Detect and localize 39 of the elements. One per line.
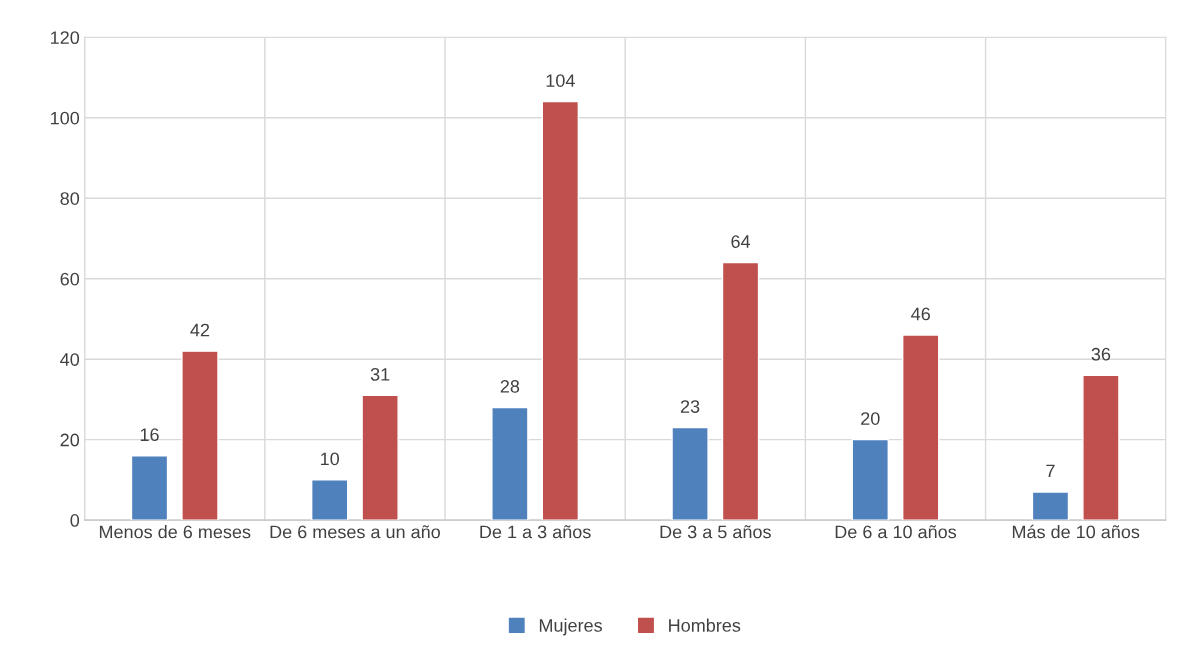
bar xyxy=(721,261,760,521)
x-tick-label: De 3 a 5 años xyxy=(660,525,771,539)
x-tick-label: De 6 meses a un año xyxy=(270,525,440,539)
data-label: 20 xyxy=(861,412,880,425)
bar xyxy=(361,394,399,521)
data-label: 104 xyxy=(546,74,575,87)
bar xyxy=(491,406,529,521)
bar xyxy=(851,438,889,521)
y-tick-label: 80 xyxy=(60,192,80,205)
y-tick-label: 20 xyxy=(60,433,80,447)
bar xyxy=(671,426,709,521)
data-label: 36 xyxy=(1091,347,1111,361)
data-label: 31 xyxy=(370,367,390,381)
legend-label: Mujeres xyxy=(539,618,602,636)
x-tick-label: Más de 10 años xyxy=(1012,524,1140,539)
bar xyxy=(310,479,349,521)
data-label: 42 xyxy=(190,323,210,337)
legend-label: Hombres xyxy=(669,618,741,632)
data-label: 23 xyxy=(680,400,700,413)
x-tick-label: Menos de 6 meses xyxy=(99,525,251,539)
data-label: 10 xyxy=(321,452,340,466)
data-label: 46 xyxy=(911,307,930,321)
y-tick-label: 0 xyxy=(70,514,80,527)
bar xyxy=(181,350,219,521)
y-tick-label: 120 xyxy=(51,31,80,45)
x-tick-label: De 1 a 3 años xyxy=(480,525,591,539)
data-label: 28 xyxy=(500,380,520,393)
bar xyxy=(541,100,580,521)
bar xyxy=(1031,491,1070,521)
y-tick-label: 40 xyxy=(60,353,80,366)
data-label: 16 xyxy=(140,428,159,442)
data-label: 7 xyxy=(1046,464,1055,478)
bar xyxy=(130,455,169,521)
x-tick-label: De 6 a 10 años xyxy=(835,525,957,539)
y-tick-label: 100 xyxy=(51,111,80,125)
data-label: 64 xyxy=(731,235,751,248)
bar xyxy=(902,334,940,521)
y-tick-label: 60 xyxy=(60,272,80,286)
bar xyxy=(1082,374,1120,521)
